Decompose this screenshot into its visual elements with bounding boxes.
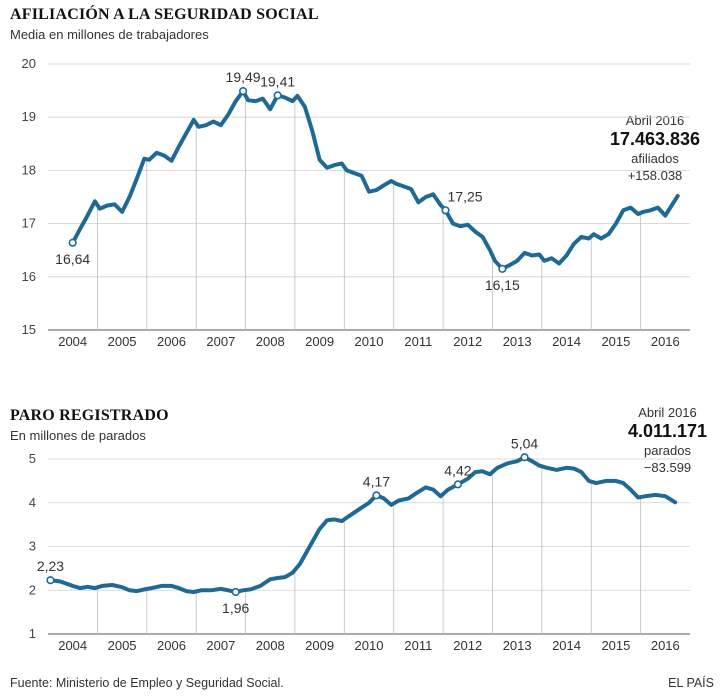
chart1-callout-value: 17.463.836 [609, 129, 701, 149]
chart1-ytick-label: 18 [22, 162, 36, 177]
chart2-xtick-label: 2014 [552, 638, 581, 653]
chart1-callout-unit: afiliados [631, 151, 679, 166]
chart1-subtitle: Media en millones de trabajadores [10, 27, 209, 42]
chart1-xtick-label: 2014 [552, 334, 581, 349]
chart1-xtick-label: 2012 [453, 334, 482, 349]
chart2-data-label: 5,04 [511, 435, 538, 451]
chart2-callout: Abril 2016 4.011.171 parados −83.599 [610, 404, 725, 476]
chart2-marker [46, 576, 55, 585]
chart1-xtick-label: 2008 [256, 334, 285, 349]
chart2-xtick-label: 2009 [305, 638, 334, 653]
chart2-marker [453, 480, 462, 489]
chart1-xtick-label: 2015 [601, 334, 630, 349]
chart1-ytick-label: 19 [22, 109, 36, 124]
chart1-ytick-label: 17 [22, 216, 36, 231]
chart2-data-label: 2,23 [37, 558, 64, 574]
chart2-xtick-label: 2012 [453, 638, 482, 653]
chart2-series-line [48, 455, 678, 594]
chart2-marker [231, 587, 240, 597]
chart2-data-label: 1,96 [222, 600, 249, 616]
chart2-xtick-label: 2015 [601, 638, 630, 653]
chart2-callout-unit: parados [644, 443, 691, 458]
chart2-data-label: 4,17 [363, 473, 390, 489]
chart1-callout-period: Abril 2016 [625, 113, 685, 128]
chart1-xtick-label: 2013 [503, 334, 532, 349]
chart1-ytick-label: 20 [22, 56, 36, 71]
chart2-xtick-label: 2016 [651, 638, 680, 653]
chart2-xtick-label: 2011 [404, 638, 432, 653]
chart1-data-label: 17,25 [448, 188, 483, 204]
chart1-xtick-label: 2011 [404, 334, 432, 349]
chart2-callout-period: Abril 2016 [638, 405, 697, 420]
chart2-xtick-label: 2013 [503, 638, 532, 653]
chart1-callout: Abril 2016 17.463.836 afiliados +158.038 [595, 112, 715, 184]
chart1-marker [441, 206, 450, 215]
chart1-xtick-label: 2004 [58, 334, 87, 349]
chart2-marker [372, 491, 381, 500]
chart1-xtick-label: 2009 [305, 334, 334, 349]
chart1-series-line [70, 89, 680, 271]
chart2-ytick-label: 4 [29, 495, 36, 510]
chart1-ytick-label: 16 [22, 269, 36, 284]
chart2-callout-value: 4.011.171 [627, 421, 708, 441]
chart1-callout-change: +158.038 [627, 168, 683, 183]
chart1-data-label: 19,41 [260, 73, 295, 89]
chart2-xtick-label: 2005 [108, 638, 137, 653]
chart1-xtick-label: 2005 [108, 334, 137, 349]
chart1-xtick-label: 2007 [206, 334, 235, 349]
chart1-xtick-label: 2010 [355, 334, 384, 349]
chart2-xtick-label: 2010 [355, 638, 384, 653]
chart1-ytick-label: 15 [22, 322, 36, 337]
chart2-callout-change: −83.599 [643, 460, 692, 475]
chart2-ytick-label: 1 [29, 626, 36, 641]
chart2-xtick-label: 2006 [157, 638, 186, 653]
chart2-ytick-label: 3 [29, 539, 36, 554]
chart2-xtick-label: 2008 [256, 638, 285, 653]
brand-logo: EL PAÍS [668, 676, 714, 690]
chart1-xtick-label: 2016 [651, 334, 680, 349]
chart2-xtick-label: 2007 [206, 638, 235, 653]
chart1-marker [238, 87, 248, 96]
chart2-marker [520, 453, 529, 462]
chart1-marker [273, 91, 282, 100]
chart1-data-label: 16,15 [485, 277, 520, 293]
chart2-xtick-label: 2004 [58, 638, 87, 653]
chart2-subtitle: En millones de parados [10, 428, 146, 443]
chart1-xtick-label: 2006 [157, 334, 186, 349]
chart2-ytick-label: 2 [29, 582, 36, 597]
chart1-data-label: 19,49 [226, 69, 261, 85]
chart2-ytick-label: 5 [29, 451, 36, 466]
chart2-data-label: 4,42 [444, 462, 471, 478]
chart1-marker [498, 264, 507, 273]
chart2-title: PARO REGISTRADO [10, 407, 169, 424]
source-note: Fuente: Ministerio de Empleo y Seguridad… [10, 676, 284, 690]
chart1-title: AFILIACIÓN A LA SEGURIDAD SOCIAL [10, 6, 319, 23]
chart1-marker [68, 238, 77, 247]
chart1-data-label: 16,64 [55, 251, 90, 267]
